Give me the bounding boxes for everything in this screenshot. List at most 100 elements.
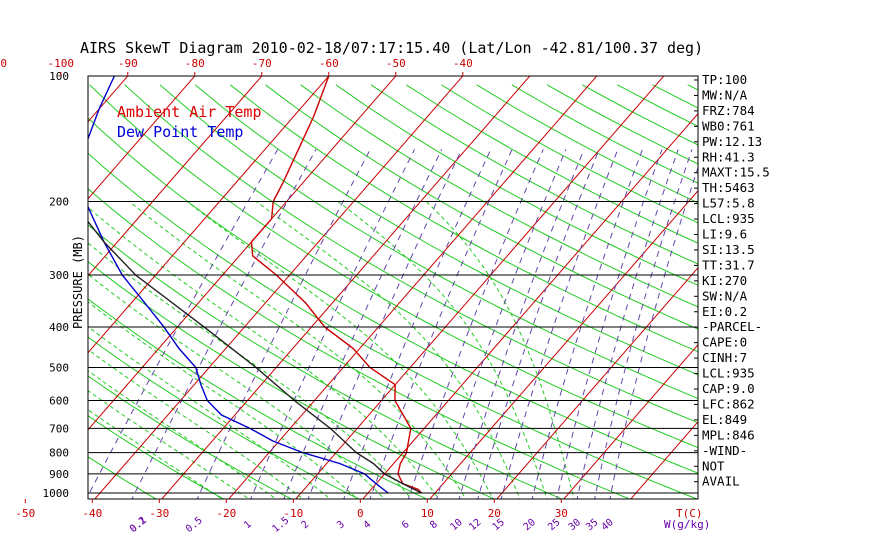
pressure-tick-label: 400 xyxy=(49,321,69,334)
mixing-ratio-line xyxy=(500,149,619,499)
isotherm-line xyxy=(630,420,698,499)
mixing-ratio-label: 20 xyxy=(522,517,538,533)
pressure-tick-label: 900 xyxy=(49,468,69,481)
sounding-index-label: KI:270 xyxy=(702,273,747,288)
moist-adiabat xyxy=(88,390,250,499)
moist-adiabat xyxy=(186,201,494,499)
top-temperature-label: -40 xyxy=(453,57,473,70)
dry-adiabat xyxy=(370,84,698,265)
dry-adiabat xyxy=(88,224,564,499)
sounding-index-label: MW:N/A xyxy=(702,87,748,102)
sounding-index-label: CINH:7 xyxy=(702,350,747,365)
legend-dew-point-temp: Dew Point Temp xyxy=(117,123,243,141)
pressure-tick-label: 300 xyxy=(49,269,69,282)
isotherm-line xyxy=(429,189,698,499)
mixing-ratio-label: 40 xyxy=(600,517,616,533)
pressure-tick-label: 600 xyxy=(49,394,69,407)
bottom-temperature-label: -50 xyxy=(15,507,35,520)
mixing-ratio-label: 6 xyxy=(400,519,412,531)
dry-adiabat xyxy=(300,84,698,308)
moist-adiabat xyxy=(337,201,548,499)
sounding-index-label: SI:13.5 xyxy=(702,242,755,257)
mixing-ratio-label: 2 xyxy=(300,519,312,531)
isotherm-line xyxy=(563,343,698,499)
dry-adiabat xyxy=(89,84,698,449)
mixing-ratio-label: 4 xyxy=(362,519,374,531)
dry-adiabat xyxy=(124,84,698,424)
isotherm-line xyxy=(88,76,129,123)
mixing-ratio-label: 30 xyxy=(567,517,583,533)
pressure-tick-label: 800 xyxy=(49,447,69,460)
top-temperature-label: -100 xyxy=(48,57,75,70)
isotherm-line xyxy=(362,112,698,499)
mixing-ratio-line xyxy=(196,149,371,499)
mixing-ratio-line xyxy=(407,149,544,499)
x-axis-unit-label: T(C) xyxy=(676,507,703,520)
sounding-index-label: MAXT:15.5 xyxy=(702,165,770,180)
isotherm-line xyxy=(0,67,69,502)
sounding-index-label: TT:31.7 xyxy=(702,257,755,272)
plot-frame xyxy=(87,75,699,500)
sounding-index-label: LI:9.6 xyxy=(702,227,747,242)
mixing-ratio-label: 3 xyxy=(335,519,347,531)
isotherm-line xyxy=(161,76,531,499)
bottom-temperature-label: 10 xyxy=(421,507,434,520)
sounding-index-label: LFC:862 xyxy=(702,396,755,411)
dry-adiabat xyxy=(88,415,225,499)
dry-adiabat xyxy=(511,84,698,184)
moist-adiabat xyxy=(256,201,521,499)
mixing-ratio-line xyxy=(556,149,663,499)
pressure-tick-label: 1000 xyxy=(43,487,70,500)
isotherm-line xyxy=(295,76,665,499)
isotherm-line xyxy=(228,76,598,499)
mixing-ratio-line xyxy=(283,149,443,499)
dry-adiabat xyxy=(335,84,698,286)
pressure-tick-label: 700 xyxy=(49,422,69,435)
mixing-ratio-line xyxy=(436,149,567,499)
pressure-tick-label: 100 xyxy=(49,70,69,83)
isotherm-line xyxy=(0,67,2,502)
sounding-index-label: AVAIL xyxy=(702,474,740,489)
moist-adiabat xyxy=(88,301,359,499)
sounding-index-label: SW:N/A xyxy=(702,288,748,303)
mixing-ratio-label: 10 xyxy=(448,517,464,533)
moist-adiabat xyxy=(129,201,467,499)
sounding-index-label: NOT xyxy=(702,458,725,473)
mixing-ratio-label: 0.2 xyxy=(128,515,149,535)
mixing-ratio-line xyxy=(131,149,317,499)
top-temperature-label: -80 xyxy=(185,57,205,70)
dry-adiabat xyxy=(88,188,631,499)
bottom-temperature-label: -20 xyxy=(216,507,236,520)
sounding-index-label: EI:0.2 xyxy=(702,304,747,319)
bottom-temperature-label: 0 xyxy=(357,507,364,520)
sounding-index-label: LCL:935 xyxy=(702,211,755,226)
legend-ambient-air-temp: Ambient Air Temp xyxy=(117,103,262,121)
bottom-temperature-label: -40 xyxy=(82,507,102,520)
sounding-index-label: FRZ:784 xyxy=(702,103,755,118)
top-temperature-label: -70 xyxy=(252,57,272,70)
sounding-index-label: EL:849 xyxy=(702,412,747,427)
mixing-ratio-line xyxy=(576,149,679,499)
mixing-ratio-unit-label: W(g/kg) xyxy=(664,518,710,531)
isotherm-line xyxy=(762,67,870,502)
dry-adiabat xyxy=(476,84,698,204)
chart-title: AIRS SkewT Diagram 2010-02-18/07:17:15.4… xyxy=(80,39,703,57)
sounding-index-label: -WIND- xyxy=(702,443,747,458)
moist-adiabat xyxy=(88,273,386,499)
sounding-index-label: CAP:9.0 xyxy=(702,381,755,396)
isotherm-line xyxy=(88,76,263,277)
bottom-temperature-label: 30 xyxy=(555,507,568,520)
ambient-air-temp-line xyxy=(250,76,423,494)
moist-adiabat xyxy=(88,370,277,499)
dry-adiabat xyxy=(88,456,158,499)
mixing-ratio-line xyxy=(343,149,492,499)
dry-adiabat xyxy=(441,84,698,224)
sounding-index-label: L57:5.8 xyxy=(702,196,755,211)
sounding-index-label: -PARCEL- xyxy=(702,319,762,334)
dry-adiabat xyxy=(758,85,870,502)
isotherm-line xyxy=(94,76,464,499)
mixing-ratio-label: 0.5 xyxy=(184,515,205,535)
dry-adiabat xyxy=(159,84,698,400)
dry-adiabat xyxy=(265,84,698,330)
